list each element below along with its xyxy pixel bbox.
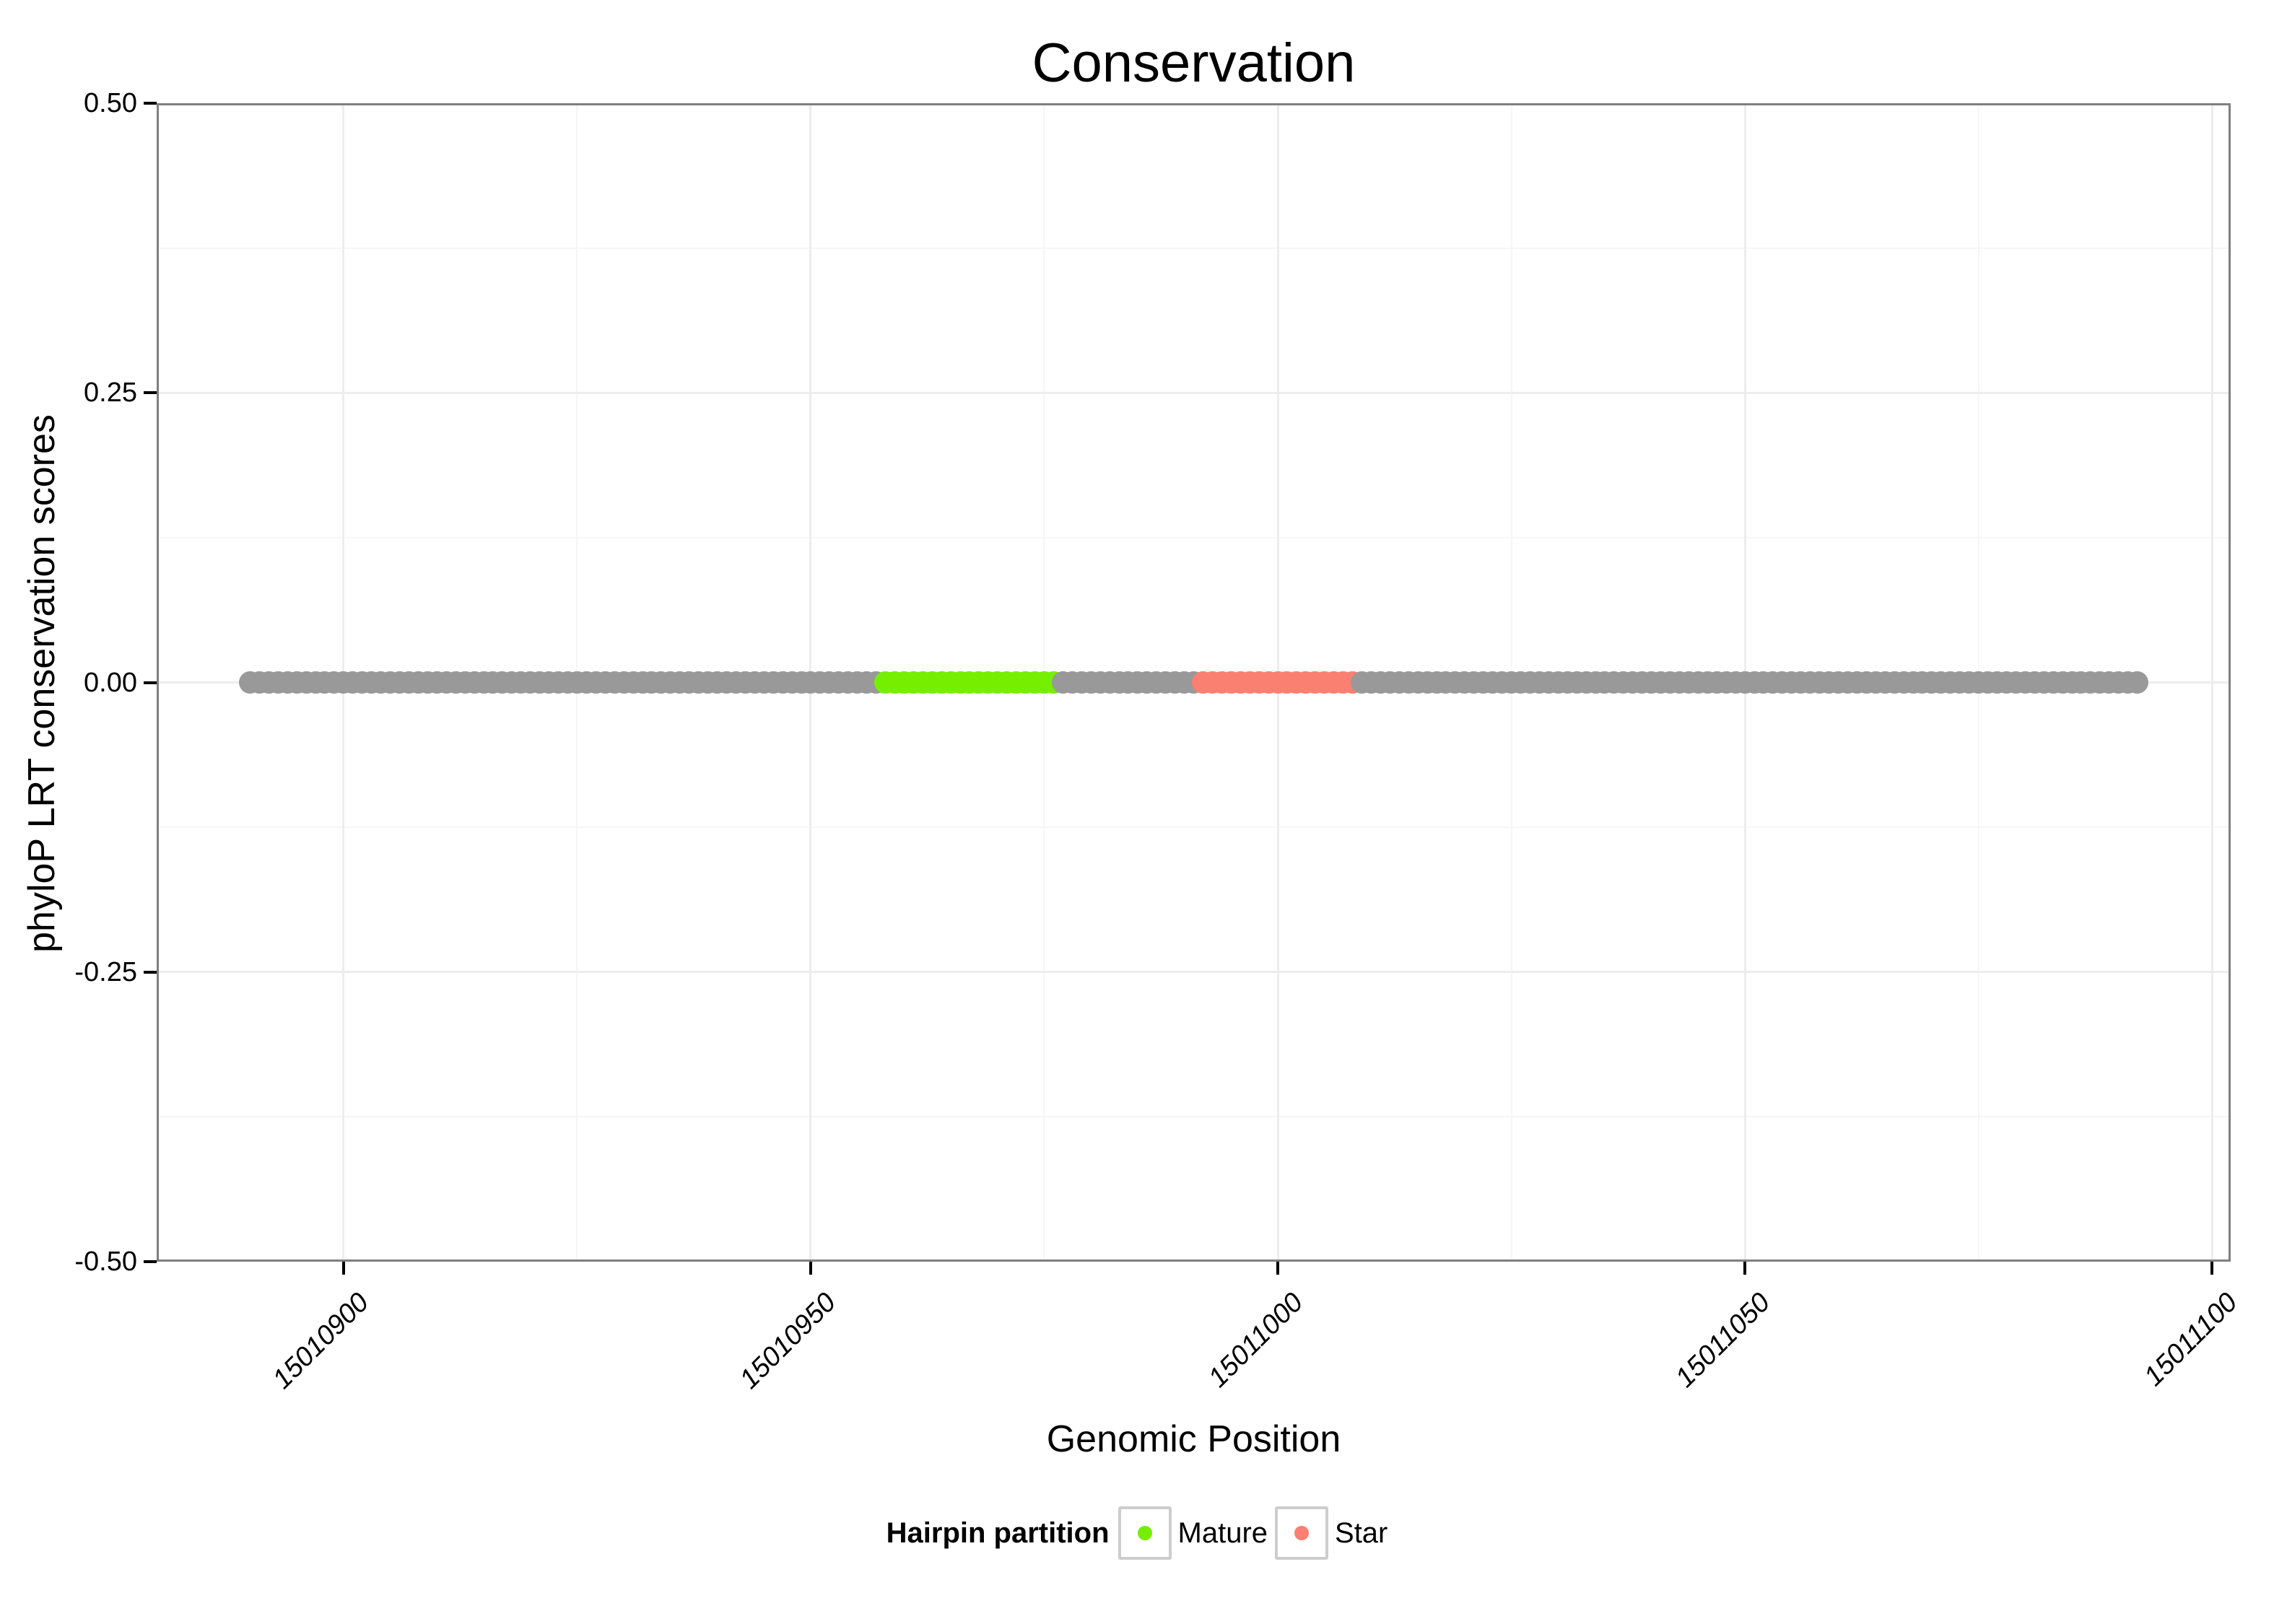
y-tick-label: -0.50 <box>74 1247 137 1277</box>
y-axis-title: phyloP LRT conservation scores <box>21 414 63 953</box>
y-tick-label: 0.00 <box>84 667 137 698</box>
x-tick-label: 15011050 <box>1669 1287 1776 1394</box>
legend-swatch-icon <box>1294 1526 1310 1540</box>
y-axis-tick <box>144 391 157 395</box>
x-tick-label: 15010900 <box>266 1287 375 1395</box>
major-gridline-y <box>159 971 2229 974</box>
plot-title: Conservation <box>1032 32 1356 94</box>
legend-title: Hairpin partition <box>886 1516 1110 1549</box>
y-tick-label: 0.25 <box>84 377 137 409</box>
legend-label: Mature <box>1177 1516 1268 1549</box>
x-axis-title: Genomic Position <box>1046 1418 1341 1460</box>
y-axis-tick <box>144 681 157 684</box>
major-gridline-x <box>2210 105 2213 1260</box>
x-axis-tick <box>341 1262 345 1275</box>
legend-key-box <box>1275 1506 1329 1560</box>
major-gridline-y <box>159 391 2229 394</box>
y-axis-tick <box>144 970 157 974</box>
legend-label: Star <box>1335 1516 1388 1549</box>
legend-entry-star: Star <box>1275 1506 1388 1560</box>
x-axis-tick <box>809 1262 812 1275</box>
minor-gridline-y <box>159 826 2229 829</box>
minor-gridline-y <box>159 247 2229 249</box>
x-axis-tick <box>1276 1262 1279 1275</box>
y-tick-label: -0.25 <box>74 956 137 987</box>
x-tick-label: 15010950 <box>733 1287 842 1395</box>
data-point-flank-right <box>2126 671 2149 694</box>
legend-entry-mature: Mature <box>1118 1506 1268 1560</box>
minor-gridline-y <box>159 536 2229 538</box>
x-axis-tick <box>2210 1262 2214 1275</box>
legend-key-box <box>1118 1506 1172 1560</box>
x-tick-label: 15011100 <box>2138 1287 2244 1392</box>
legend: Hairpin partition Mature Star <box>0 1503 2274 1563</box>
y-axis-tick <box>144 1260 157 1263</box>
y-tick-label: 0.50 <box>84 88 137 118</box>
x-tick-label: 15011000 <box>1202 1287 1309 1394</box>
minor-gridline-y <box>159 1116 2229 1118</box>
x-axis-tick <box>1743 1262 1746 1275</box>
y-axis-tick <box>144 102 157 105</box>
legend-swatch-icon <box>1137 1526 1152 1540</box>
